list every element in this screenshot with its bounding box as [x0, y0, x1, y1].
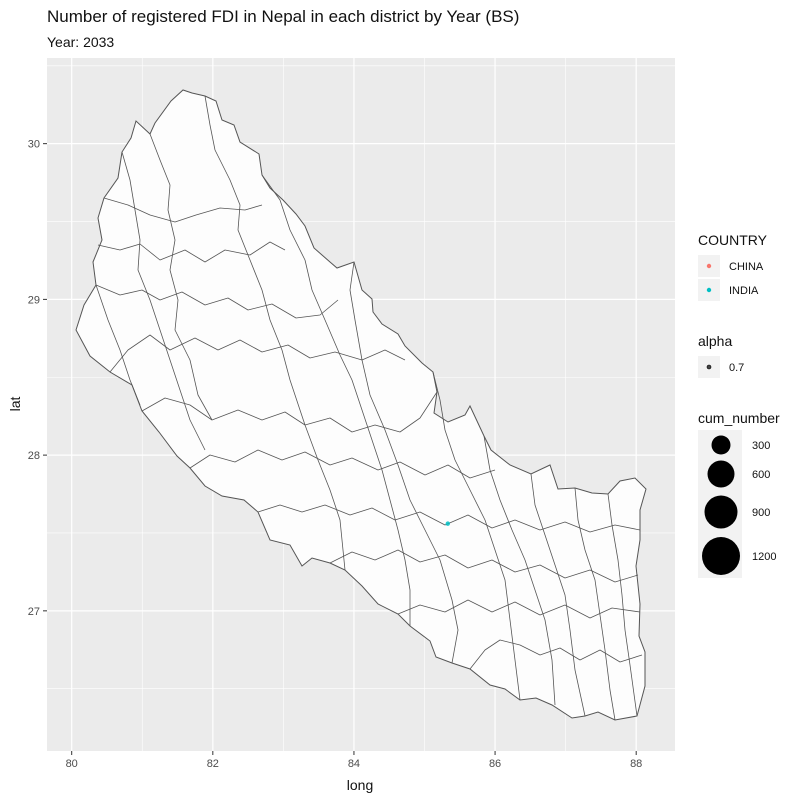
legend-size-label-300: 300	[752, 440, 770, 452]
legend-size-label-900: 900	[752, 507, 770, 519]
district-boundary	[530, 473, 586, 717]
legend-size: cum_number 300 600 900 1200	[698, 410, 780, 578]
district-boundary	[149, 133, 213, 421]
district-boundary	[257, 504, 641, 533]
district-boundary	[349, 261, 459, 664]
legend-size-label-600: 600	[752, 469, 770, 481]
y-tick-label: 30	[28, 139, 40, 151]
legend-alpha-dot	[706, 364, 712, 370]
legend-size-dot-900	[704, 495, 738, 529]
district-boundary	[204, 95, 346, 571]
legend-size-dot-300	[711, 435, 731, 455]
district-boundary	[121, 151, 206, 451]
district-boundary	[469, 639, 643, 670]
y-axis-title: lat	[7, 397, 23, 412]
district-boundary	[97, 241, 286, 263]
x-axis-ticks: 80 82 84 86 88	[66, 751, 642, 770]
legend-alpha-title: alpha	[698, 333, 732, 349]
legend-country-title: COUNTRY	[698, 232, 768, 248]
district-boundary	[95, 284, 141, 406]
district-boundary	[103, 197, 263, 223]
district-boundaries	[95, 95, 643, 721]
district-boundary	[95, 284, 339, 319]
y-tick-label: 29	[28, 294, 40, 306]
district-boundary	[261, 174, 411, 626]
district-boundary	[574, 487, 616, 721]
district-boundary	[432, 371, 521, 701]
legend-india-label: INDIA	[729, 285, 759, 297]
legend-alpha-label: 0.7	[729, 362, 744, 374]
y-tick-label: 28	[28, 450, 40, 462]
district-boundary	[189, 449, 496, 479]
legend-size-dot-1200	[702, 537, 740, 575]
legend-size-label-1200: 1200	[752, 551, 776, 563]
x-tick-label: 88	[630, 758, 642, 770]
x-axis-title: long	[347, 777, 373, 793]
y-axis-ticks: 27 28 29 30	[28, 139, 47, 618]
chart-subtitle: Year: 2033	[47, 34, 115, 50]
legend-alpha: alpha 0.7	[698, 333, 744, 378]
legend-china-label: CHINA	[729, 261, 764, 273]
x-tick-label: 84	[348, 758, 360, 770]
legend-size-title: cum_number	[698, 410, 780, 426]
district-boundary	[483, 435, 556, 706]
legend-india-dot	[706, 287, 712, 293]
district-boundary	[109, 334, 406, 373]
data-point	[445, 521, 450, 526]
nepal-outline	[75, 89, 647, 721]
district-boundary	[329, 549, 639, 583]
legend-china-dot	[706, 263, 712, 269]
district-boundary	[607, 493, 638, 717]
district-boundary	[397, 599, 641, 619]
data-points	[445, 521, 450, 526]
y-tick-label: 27	[28, 606, 40, 618]
district-boundary	[141, 391, 438, 433]
legend-size-dot-600	[707, 460, 735, 488]
x-tick-label: 80	[66, 758, 78, 770]
x-tick-label: 86	[489, 758, 501, 770]
legend-country: COUNTRY CHINA INDIA	[698, 232, 768, 301]
chart-title: Number of registered FDI in Nepal in eac…	[47, 7, 520, 26]
x-tick-label: 82	[207, 758, 219, 770]
